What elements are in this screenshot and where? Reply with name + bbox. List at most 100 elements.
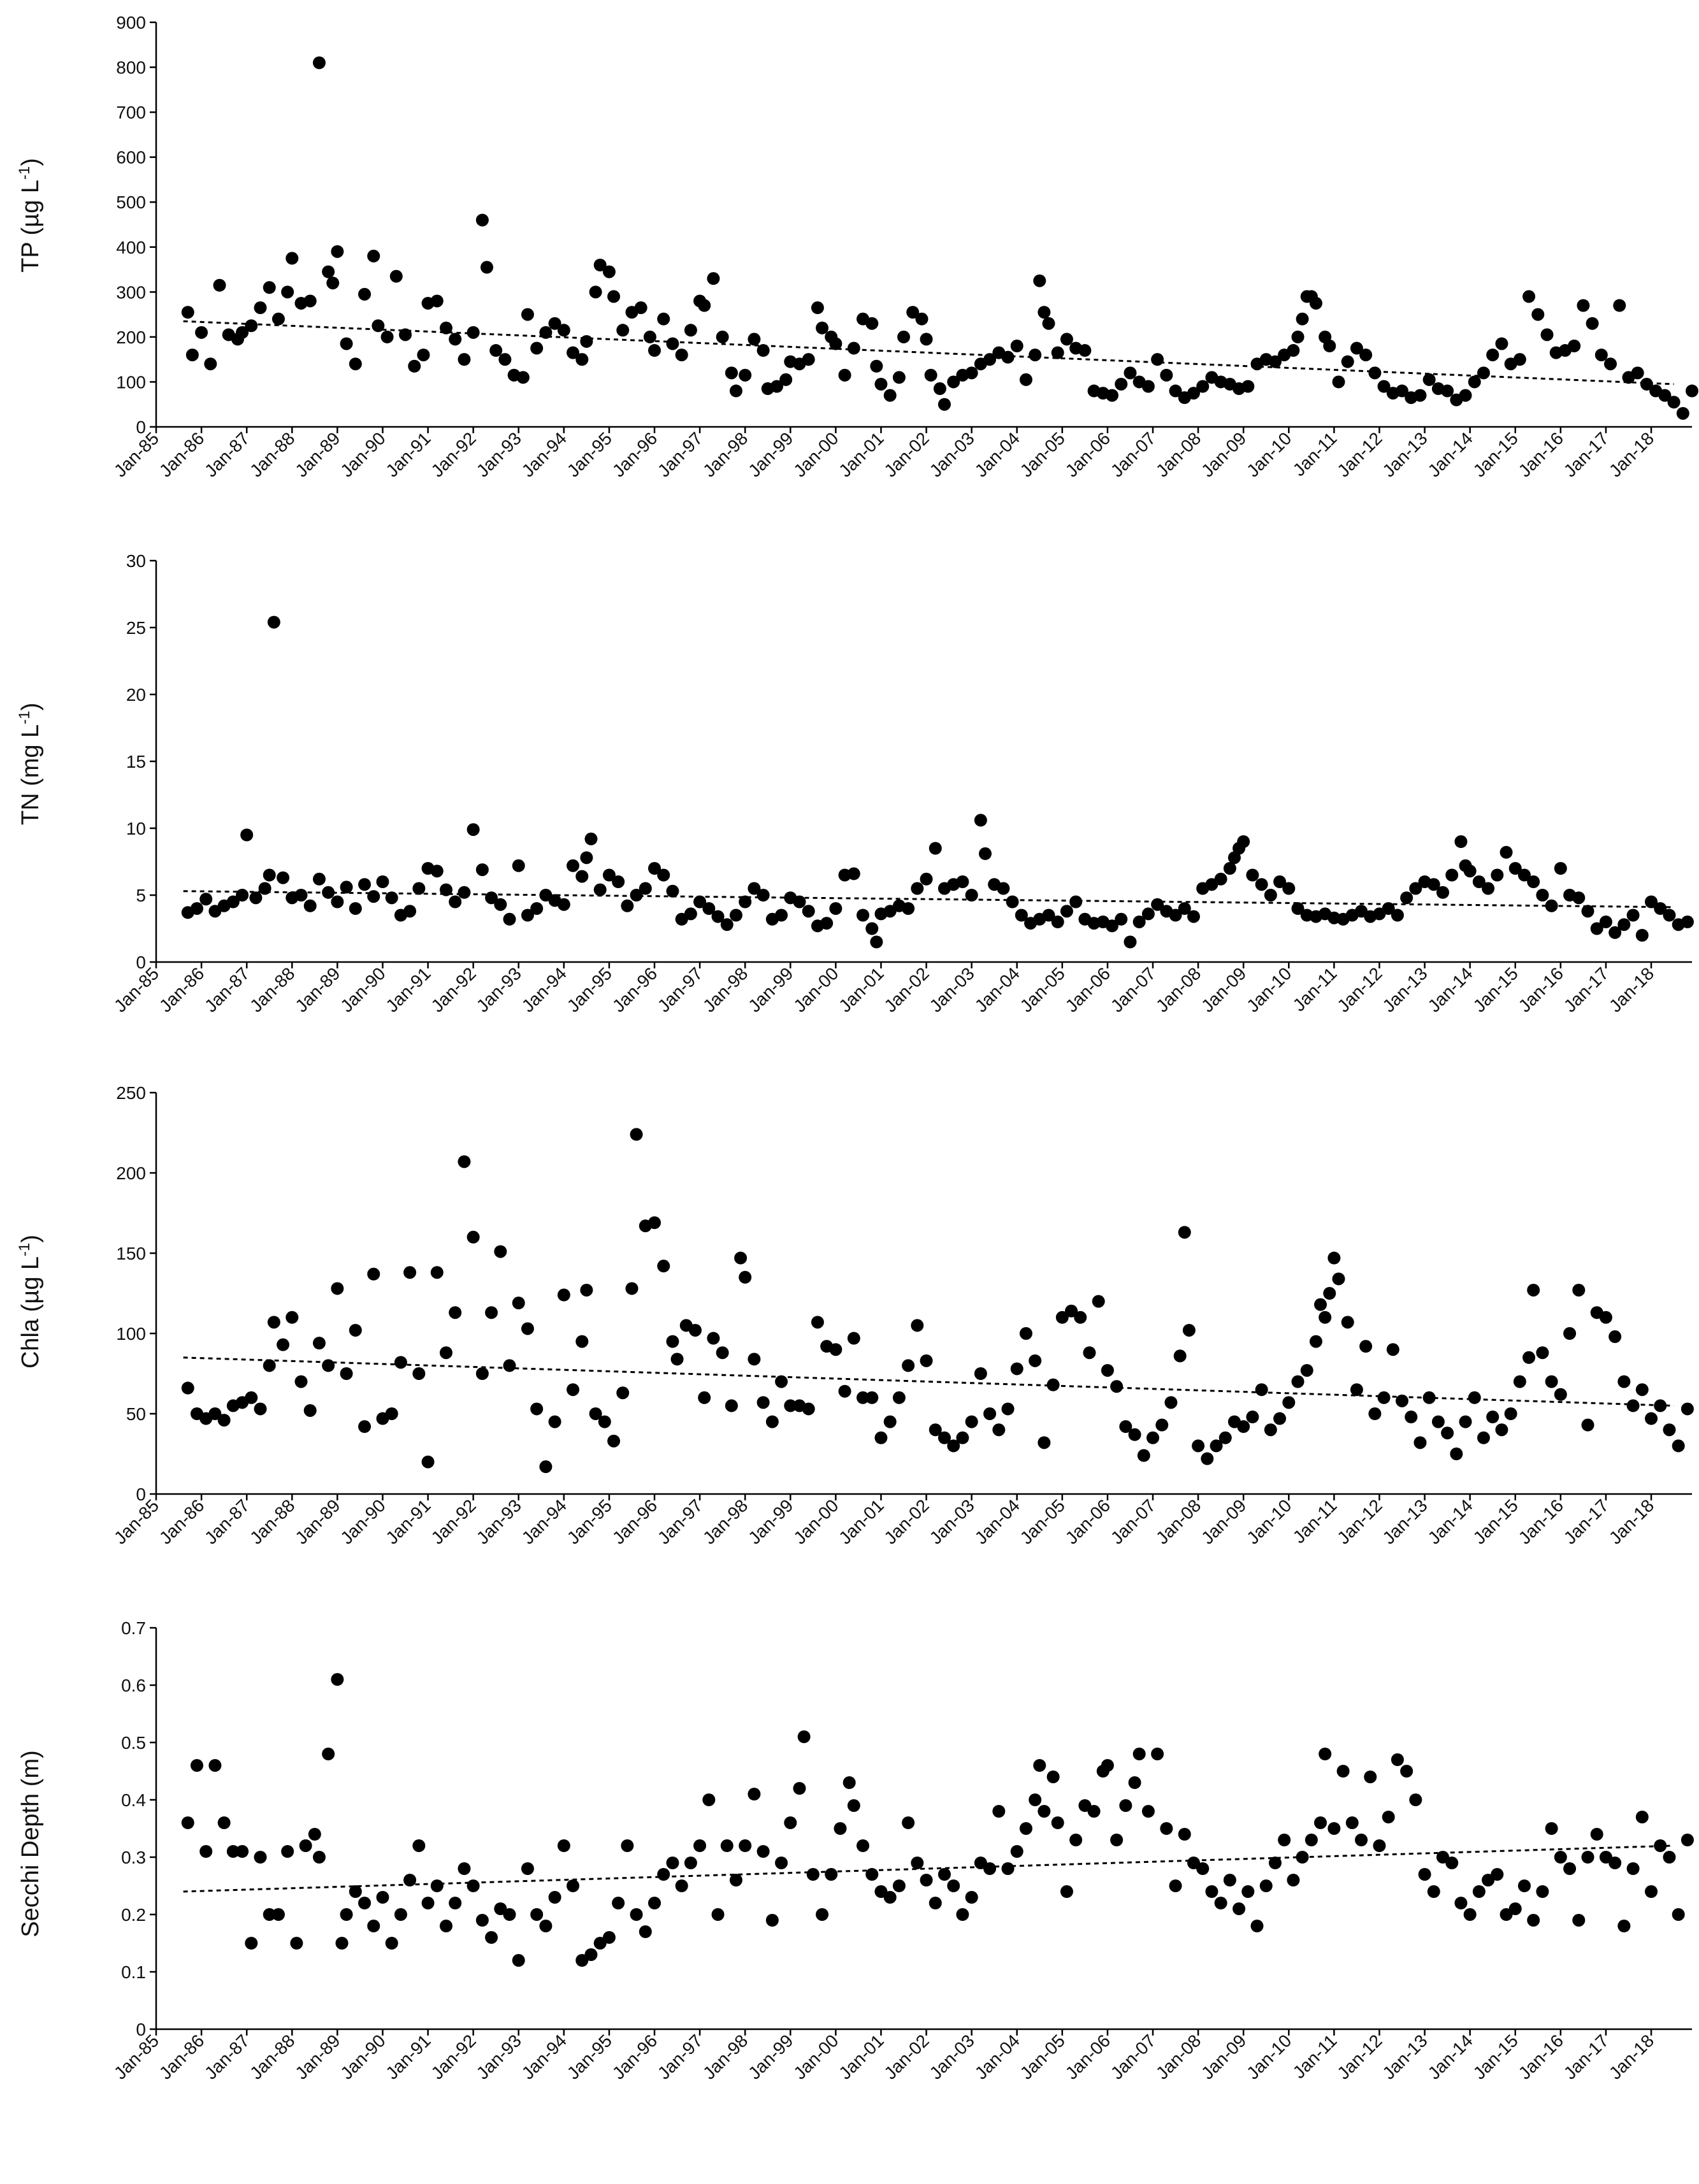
tp-data-point [1151,353,1164,366]
secchi-data-point [331,1673,344,1686]
secchi-data-point [567,1879,580,1892]
chla-data-point [349,1323,362,1337]
tp-data-point [312,56,326,69]
tp-data-point [1160,368,1173,382]
tp-data-point [648,344,662,357]
chla-data-point [322,1359,335,1372]
secchi-data-point [748,1788,761,1800]
secchi-data-point [1060,1885,1073,1898]
tn-data-point [584,832,598,845]
tp-data-point [530,341,544,355]
chla-data-point [1137,1449,1150,1462]
tn-data-point [621,899,634,912]
tp-data-point [213,278,226,292]
tp-data-point [1540,328,1554,341]
tp-y-tick-label: 300 [116,282,146,302]
tn-data-point [911,882,924,895]
secchi-data-point [1169,1879,1182,1892]
tp-data-point [1577,299,1590,312]
secchi-data-point [892,1879,906,1892]
tn-data-point [974,814,987,827]
chla-data-point [1468,1391,1481,1404]
tp-data-point [1441,384,1454,398]
chla-data-point [512,1297,525,1310]
secchi-data-point [816,1908,829,1921]
chla-data-point [1010,1362,1023,1376]
tp-data-point [1341,355,1354,368]
chla-y-tick-label: 250 [116,1083,146,1103]
secchi-data-point [1572,1914,1586,1927]
tn-data-point [1536,889,1549,902]
secchi-data-point [1046,1771,1060,1783]
tn-data-point [702,902,716,915]
secchi-data-point [1178,1828,1191,1841]
tp-data-point [458,353,471,366]
tp-data-point [865,317,879,330]
tp-data-point [906,306,920,319]
tp-data-point [933,382,946,396]
chla-data-point [208,1407,222,1420]
tn-data-point [865,922,879,935]
tp-data-point [924,368,937,382]
secchi-data-point [1563,1862,1577,1875]
chla-data-point [1218,1431,1232,1444]
secchi-data-point [226,1845,240,1858]
tp-data-point [1658,389,1672,402]
chla-data-point [598,1415,611,1428]
tp-data-point [1613,299,1626,312]
chla-data-point [466,1230,480,1244]
chla-data-point [181,1381,194,1395]
tp-data-point [185,348,199,362]
chla-data-point [294,1375,308,1388]
chla-data-point [1309,1335,1322,1348]
chla-data-point [1672,1439,1685,1453]
secchi-y-tick-label: 0.2 [121,1905,146,1925]
tp-data-point [1368,366,1382,380]
tn-data-point [236,889,249,902]
tp-data-point [1640,377,1653,391]
chla-data-point [530,1402,544,1416]
chla-data-point [648,1216,662,1230]
tp-data-point [847,341,860,355]
tn-data-point [458,886,471,899]
tp-data-point [204,357,217,371]
chla-data-point [1210,1439,1223,1453]
tn-data-point [521,909,534,922]
chla-data-point [1282,1396,1296,1409]
chla-data-point [1563,1327,1577,1340]
secchi-data-point [1019,1822,1032,1835]
chla-data-point [1396,1394,1409,1407]
secchi-data-point [421,1897,435,1909]
tp-data-point [802,353,815,366]
chla-data-point [1273,1412,1287,1425]
secchi-data-point [983,1862,997,1875]
secchi-data-point [1110,1834,1124,1846]
secchi-data-point [593,1937,607,1950]
tp-data-point [263,281,276,294]
chla-data-point [902,1359,915,1372]
tp-data-point [1468,375,1481,389]
chla-data-point [1486,1411,1500,1424]
chla-data-point [1237,1420,1250,1433]
secchi-data-point [1599,1851,1612,1864]
tn-data-point [1391,909,1404,922]
tn-data-point [190,902,203,915]
tn-data-point [965,889,978,902]
chla-data-point [657,1260,670,1273]
chla-data-point [1092,1295,1105,1308]
secchi-data-point [1472,1885,1486,1898]
chla-data-point [458,1155,471,1168]
secchi-data-point [512,1954,525,1967]
chla-data-point [1264,1423,1277,1437]
tn-data-point [820,917,834,930]
tn-data-point [1554,862,1567,875]
chla-data-point [1626,1399,1640,1412]
chla-data-point [421,1455,435,1469]
chla-data-point [1341,1316,1354,1329]
tp-data-point [1396,384,1409,398]
chla-data-point [412,1367,426,1380]
chla-data-point [1300,1363,1313,1377]
chla-data-point [1327,1251,1341,1265]
